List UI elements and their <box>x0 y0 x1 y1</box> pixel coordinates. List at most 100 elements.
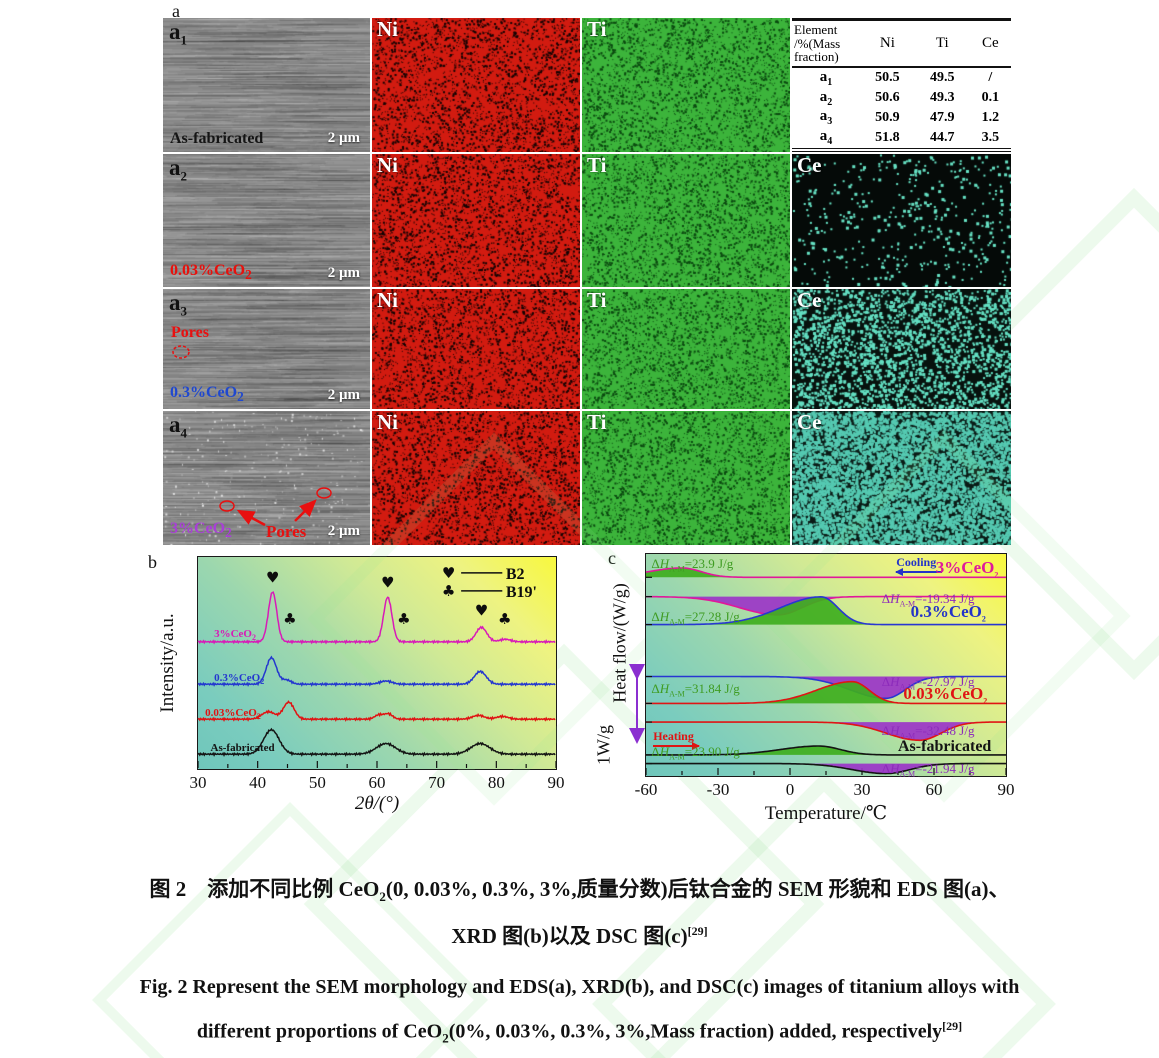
dsc-annotation: 3%CeO2 <box>936 559 999 580</box>
scalebar: 2 μm <box>328 388 360 403</box>
dsc-plot: Heat flow/(W/g) 1W/g Temperature/℃ ΔHA-M… <box>645 553 1007 777</box>
xrd-x-axis-label: 2θ/(°) <box>198 793 556 815</box>
panel-c-label: c <box>608 548 616 569</box>
eds-map-ce-a4: Ce <box>792 411 1011 545</box>
table-header-ni: Ni <box>860 20 915 68</box>
dsc-y-axis-label: Heat flow/(W/g) <box>610 583 631 702</box>
eds-table-cell: Element /%(Mass fraction) Ni Ti Ce a1 50… <box>792 18 1011 152</box>
dsc-annotation: As-fabricated <box>898 739 991 756</box>
dsc-tick-label: 0 <box>775 780 805 800</box>
xrd-tick-label: 50 <box>302 773 332 793</box>
dsc-tick-label: -60 <box>631 780 661 800</box>
xrd-plot: Intensity/a.u. 2θ/(°) ♥ ♥ ♥ ♣ ♣ ♣ ♥ B2 ♣ B19' As-f… <box>197 556 557 770</box>
dsc-tick-label: -30 <box>703 780 733 800</box>
dsc-x-axis-label: Temperature/℃ <box>646 802 1006 825</box>
legend-label: B19' <box>506 584 537 601</box>
figure-page: a b c a1 As-fabricated 2 μm Ni Ti Elemen… <box>0 0 1159 1058</box>
eds-map-ni-a3: Ni <box>372 289 580 409</box>
scalebar: 2 μm <box>328 266 360 281</box>
heart-legend-icon: ♥ <box>442 564 455 582</box>
caption-zh-line2: XRD 图(b)以及 DSC 图(c)[29] <box>0 920 1159 950</box>
xrd-tick-label: 80 <box>481 773 511 793</box>
eds-ce-canvas <box>792 411 1011 545</box>
eds-ce-canvas <box>792 289 1011 409</box>
eds-map-ce-a3: Ce <box>792 289 1011 409</box>
map-element-label: Ni <box>377 155 398 176</box>
map-element-label: Ti <box>587 155 606 176</box>
scalebar: 2 μm <box>328 524 360 539</box>
club-legend-icon: ♣ <box>442 582 455 600</box>
eds-map-ti-a4: Ti <box>582 411 790 545</box>
eds-map-ni-a4: Ni <box>372 411 580 545</box>
heart-marker: ♥ <box>266 568 279 586</box>
eds-table: Element /%(Mass fraction) Ni Ti Ce a1 50… <box>792 18 1011 152</box>
dsc-annotation: ΔHA-M=31.84 J/g <box>651 682 739 699</box>
xrd-tick-label: 30 <box>183 773 213 793</box>
xrd-curves: ♥ ♥♥♣ ♣ ♣♥ B2♣ B19' <box>198 557 556 769</box>
table-header-ce: Ce <box>970 20 1011 68</box>
dsc-annotation: 0.3%CeO2 <box>911 603 986 624</box>
xrd-tick-label: 40 <box>243 773 273 793</box>
xrd-series-label: 0.3%CeO2 <box>214 673 264 686</box>
map-element-label: Ti <box>587 19 606 40</box>
xrd-series-label: 0.03%CeO2 <box>205 708 261 721</box>
dsc-annotation: ΔHA-M=23.90 J/g <box>651 745 739 762</box>
map-element-label: Ce <box>797 290 822 311</box>
map-element-label: Ni <box>377 412 398 433</box>
table-row: a1 50.5 49.5/ <box>792 67 1011 88</box>
caption-en-line2: different proportions of CeO2(0%, 0.03%,… <box>0 1019 1159 1047</box>
corner-label-a2: a2 <box>169 156 187 183</box>
xrd-tick-label: 90 <box>541 773 571 793</box>
sample-label-a2: 0.03%CeO2 <box>170 263 252 282</box>
eds-map-ni-a2: Ni <box>372 154 580 287</box>
dsc-scale-label: 1W/g <box>594 725 615 765</box>
legend-label: B2 <box>506 566 525 583</box>
pores-label: Pores <box>266 523 306 540</box>
dsc-annotation: 0.03%CeO2 <box>903 685 987 706</box>
panel-b-label: b <box>148 552 157 573</box>
caption-zh-line1: 图 2 添加不同比例 CeO2(0, 0.03%, 0.3%, 3%,质量分数)… <box>0 873 1159 905</box>
xrd-series-label: 3%CeO2 <box>214 629 256 642</box>
dsc-tick-label: 30 <box>847 780 877 800</box>
sample-label-a3: 0.3%CeO2 <box>170 385 244 404</box>
dsc-scale-arrow <box>630 664 644 744</box>
dsc-tick-label: 90 <box>991 780 1021 800</box>
sample-label-a1: As-fabricated <box>170 131 263 147</box>
table-row: a3 50.9 47.9 1.2 <box>792 108 1011 128</box>
xrd-tick-label: 70 <box>422 773 452 793</box>
sem-image-a4: a4 Pores 3%CeO2 2 μm <box>163 411 370 545</box>
eds-ti-canvas <box>582 18 790 152</box>
corner-label-a1: a1 <box>169 20 187 47</box>
caption-en-line1: Fig. 2 Represent the SEM morphology and … <box>0 976 1159 999</box>
eds-ti-canvas <box>582 154 790 287</box>
club-marker: ♣ <box>283 610 296 628</box>
table-header-ti: Ti <box>915 20 970 68</box>
panel-a-grid: a1 As-fabricated 2 μm Ni Ti Element /%(M… <box>163 18 1011 545</box>
table-row: a2 50.6 49.3 0.1 <box>792 88 1011 108</box>
map-element-label: Ti <box>587 290 606 311</box>
eds-ti-canvas <box>582 289 790 409</box>
dsc-tick-label: 60 <box>919 780 949 800</box>
eds-ni-canvas <box>372 289 580 409</box>
table-header-element: Element /%(Mass fraction) <box>792 20 860 68</box>
eds-map-ti-a3: Ti <box>582 289 790 409</box>
heart-marker: ♥ <box>381 574 394 592</box>
eds-map-ni-a1: Ni <box>372 18 580 152</box>
map-element-label: Ce <box>797 155 822 176</box>
eds-ti-canvas <box>582 411 790 545</box>
heart-marker: ♥ <box>475 601 488 619</box>
eds-map-ti-a2: Ti <box>582 154 790 287</box>
dsc-annotation: ΔHA-M=27.28 J/g <box>651 610 739 627</box>
xrd-y-axis-label: Intensity/a.u. <box>157 613 179 712</box>
xrd-series-label: As-fabricated <box>211 743 275 754</box>
map-element-label: Ni <box>377 290 398 311</box>
sem-image-a3: a3 Pores 0.3%CeO2 2 μm <box>163 289 370 409</box>
sample-label-a4: 3%CeO2 <box>170 521 232 540</box>
dsc-annotation: ΔHA-M=23.9 J/g <box>651 557 733 574</box>
eds-ni-canvas <box>372 18 580 152</box>
xrd-tick-label: 60 <box>362 773 392 793</box>
sem-image-a2: a2 0.03%CeO2 2 μm <box>163 154 370 287</box>
dsc-annotation: ΔHA-M=-21.94 J/g <box>882 762 975 779</box>
eds-ni-canvas <box>372 411 580 545</box>
map-element-label: Ti <box>587 412 606 433</box>
